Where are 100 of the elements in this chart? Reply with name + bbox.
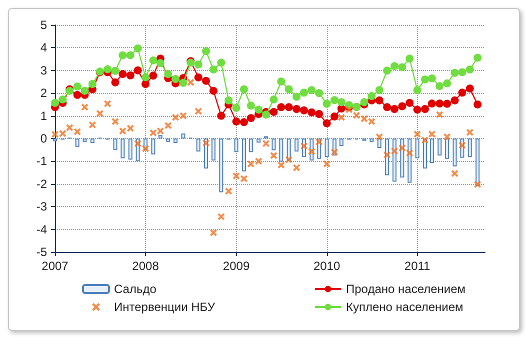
y-tick-label: 2 — [40, 86, 48, 100]
point — [112, 118, 119, 125]
point — [142, 80, 150, 88]
point — [383, 103, 392, 112]
point — [293, 164, 300, 172]
y-tick-label: 5 — [40, 18, 48, 32]
point — [118, 70, 127, 78]
point — [284, 85, 293, 94]
y-tick-label: 1 — [40, 108, 48, 123]
point — [73, 90, 82, 99]
x-tick-label: 2011 — [404, 259, 431, 273]
point — [322, 100, 331, 108]
point — [308, 148, 316, 155]
legend-label: Сальдо — [114, 282, 157, 296]
point — [300, 142, 308, 150]
point — [308, 86, 316, 94]
point — [111, 66, 120, 75]
point — [376, 133, 383, 140]
point — [375, 86, 384, 94]
point — [81, 104, 88, 111]
point — [217, 58, 226, 67]
point — [80, 86, 89, 95]
point — [156, 128, 164, 135]
point — [466, 84, 474, 93]
point — [255, 158, 262, 165]
x-tick-label: 2009 — [222, 259, 250, 273]
point — [218, 213, 225, 220]
point — [316, 138, 323, 146]
legend-label: Интервенции НБУ — [114, 300, 216, 314]
point — [246, 102, 255, 110]
point — [194, 73, 202, 82]
point — [164, 122, 172, 130]
point — [58, 95, 67, 104]
point — [134, 140, 142, 147]
point — [202, 76, 210, 85]
point — [73, 82, 82, 91]
point — [59, 130, 66, 138]
point — [398, 63, 406, 72]
point — [96, 110, 104, 118]
point — [104, 65, 112, 74]
point — [450, 68, 459, 77]
point — [292, 92, 301, 101]
point — [104, 100, 112, 108]
point — [278, 162, 285, 169]
y-tick-label: 0 — [40, 132, 48, 146]
point — [436, 111, 444, 118]
point — [413, 106, 422, 114]
point — [150, 129, 157, 136]
point — [375, 96, 384, 104]
point — [414, 130, 421, 138]
point — [466, 65, 474, 74]
point — [330, 96, 338, 104]
point — [156, 59, 164, 68]
point — [179, 78, 188, 87]
point — [384, 151, 391, 158]
y-tick-label: -4 — [36, 222, 48, 236]
point — [474, 180, 482, 188]
point — [330, 148, 338, 156]
point — [217, 112, 226, 120]
point — [88, 80, 96, 88]
point — [209, 65, 218, 74]
point — [111, 78, 120, 86]
point — [224, 96, 233, 104]
point — [406, 54, 414, 63]
point — [406, 98, 414, 107]
point — [368, 92, 376, 100]
point — [390, 62, 398, 70]
point — [270, 152, 278, 160]
point — [436, 82, 444, 90]
point — [232, 104, 240, 112]
point — [330, 112, 338, 120]
point — [232, 117, 240, 126]
point — [308, 108, 316, 116]
point — [458, 88, 466, 97]
point — [390, 147, 398, 154]
point — [406, 150, 414, 157]
point — [466, 128, 474, 136]
point — [428, 100, 436, 108]
point — [164, 70, 172, 78]
point — [142, 145, 150, 152]
point — [292, 104, 301, 113]
point — [323, 160, 330, 168]
point — [134, 66, 142, 74]
point — [300, 88, 308, 97]
point — [284, 103, 293, 112]
y-tick-label: -2 — [36, 176, 48, 191]
point — [246, 114, 255, 122]
point — [458, 142, 466, 149]
legend-label: Продано населением — [346, 282, 466, 296]
point — [421, 136, 428, 144]
point — [360, 115, 368, 122]
point — [315, 110, 324, 118]
point — [240, 175, 248, 182]
point — [262, 140, 270, 147]
point — [428, 130, 436, 138]
point — [338, 114, 345, 121]
point — [194, 60, 202, 68]
point — [337, 98, 346, 106]
point — [277, 103, 286, 112]
point — [390, 104, 398, 113]
